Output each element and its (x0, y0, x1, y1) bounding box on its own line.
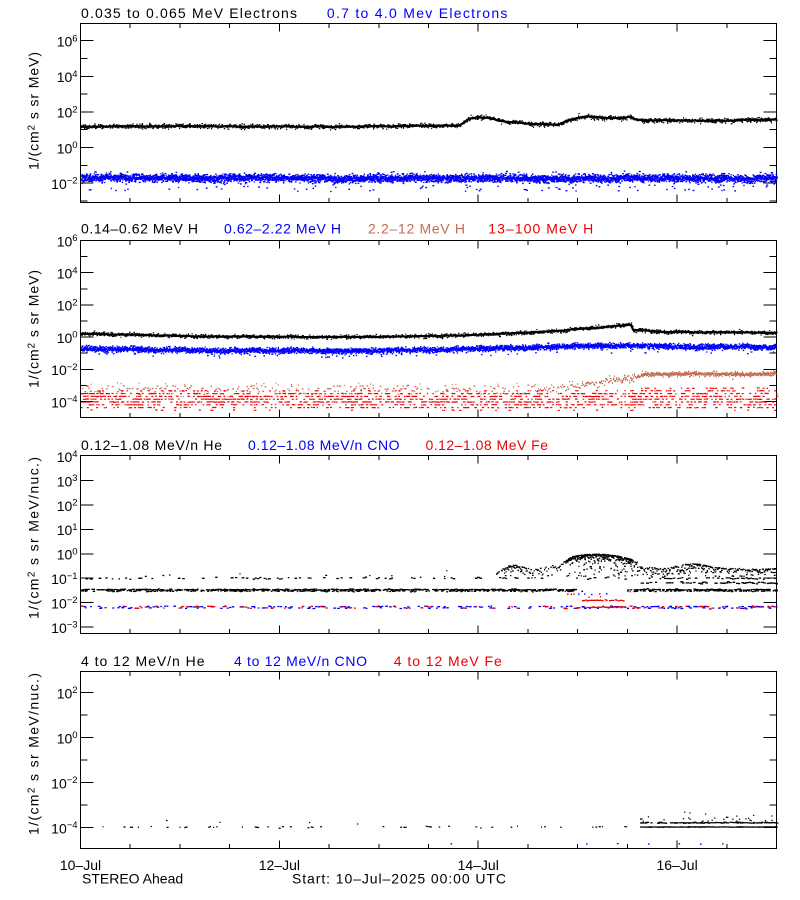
svg-text:1/(cm2 s sr MeV): 1/(cm2 s sr MeV) (26, 270, 42, 388)
svg-text:16–Jul: 16–Jul (656, 857, 697, 873)
svg-text:2.2–12 MeV H: 2.2–12 MeV H (368, 220, 465, 236)
svg-text:0.62–2.22 MeV H: 0.62–2.22 MeV H (224, 220, 341, 236)
svg-text:STEREO Ahead: STEREO Ahead (82, 871, 183, 887)
svg-text:12–Jul: 12–Jul (259, 857, 300, 873)
svg-text:0.12–1.08 MeV Fe: 0.12–1.08 MeV Fe (426, 437, 549, 453)
svg-text:0.7 to 4.0 Mev Electrons: 0.7 to 4.0 Mev Electrons (327, 5, 508, 21)
svg-text:4 to 12 MeV/n He: 4 to 12 MeV/n He (81, 653, 205, 669)
svg-text:Start: 10–Jul–2025 00:00 UTC: Start: 10–Jul–2025 00:00 UTC (292, 871, 506, 887)
svg-text:0.14–0.62 MeV H: 0.14–0.62 MeV H (81, 220, 198, 236)
svg-text:0.12–1.08 MeV/n CNO: 0.12–1.08 MeV/n CNO (248, 437, 400, 453)
svg-text:4 to 12 MeV/n CNO: 4 to 12 MeV/n CNO (234, 653, 367, 669)
svg-text:13–100 MeV H: 13–100 MeV H (488, 220, 593, 236)
svg-text:4 to 12 MeV Fe: 4 to 12 MeV Fe (394, 653, 502, 669)
svg-text:0.035 to 0.065 MeV Electrons: 0.035 to 0.065 MeV Electrons (81, 5, 297, 21)
svg-text:14–Jul: 14–Jul (458, 857, 499, 873)
svg-text:1/(cm2 s sr MeV): 1/(cm2 s sr MeV) (26, 52, 42, 170)
svg-text:0.12–1.08 MeV/n He: 0.12–1.08 MeV/n He (81, 437, 222, 453)
svg-text:10–Jul: 10–Jul (60, 857, 101, 873)
